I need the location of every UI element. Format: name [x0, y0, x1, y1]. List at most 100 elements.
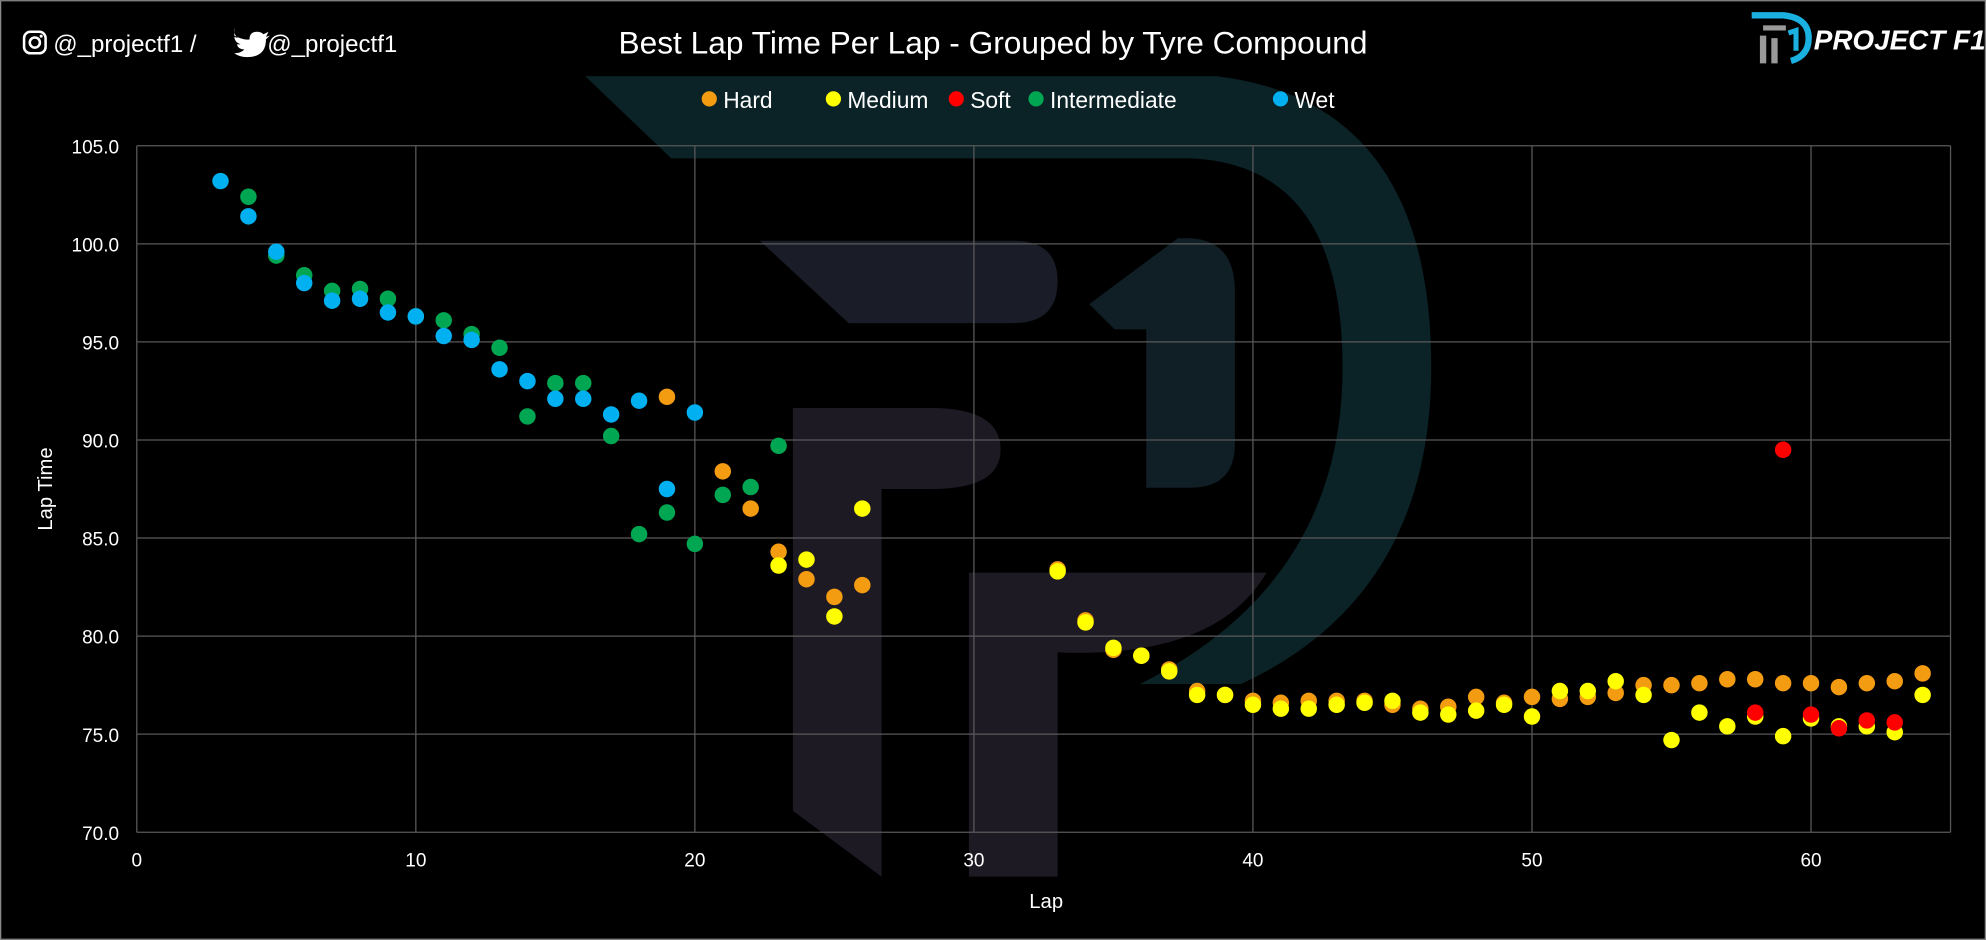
legend-marker — [1028, 91, 1044, 107]
x-tick-label: 50 — [1521, 850, 1542, 871]
y-tick-label: 85.0 — [82, 530, 119, 551]
wet-point — [351, 290, 369, 307]
x-tick-label: 10 — [405, 850, 426, 871]
legend-marker — [701, 91, 717, 107]
medium-point — [1635, 686, 1652, 704]
wet-point — [658, 480, 676, 498]
intermediate-point — [491, 339, 508, 357]
intermediate-point — [435, 312, 452, 329]
intermediate-point — [602, 427, 620, 445]
x-tick-label: 60 — [1800, 850, 1821, 871]
hard-point — [1774, 674, 1792, 692]
medium-point — [1384, 692, 1401, 710]
tick-labels: 70.0 75.0 80.0 85.0 90.0 95.0 100.0 105.0 0 10 20 3… — [72, 137, 1822, 871]
hard-point — [1858, 674, 1876, 692]
medium-point — [1579, 682, 1597, 700]
hard-point — [770, 543, 787, 560]
soft-point — [1886, 714, 1903, 731]
medium-point — [1719, 718, 1736, 735]
chart-title: Best Lap Time Per Lap - Grouped by Tyre … — [618, 24, 1367, 60]
x-tick-label: 0 — [132, 850, 143, 871]
medium-point — [1216, 686, 1234, 704]
hard-point — [1746, 671, 1764, 688]
medium-point — [1467, 702, 1485, 719]
intermediate-point — [630, 525, 648, 543]
hard-point — [854, 576, 871, 594]
medium-point — [1691, 704, 1708, 721]
y-tick-label: 70.0 — [82, 824, 119, 845]
soft-point — [1774, 441, 1792, 459]
x-axis-label: Lap — [1029, 891, 1063, 913]
hard-point — [1691, 674, 1708, 692]
medium-point — [1440, 706, 1457, 723]
hard-point — [714, 463, 732, 480]
medium-point — [798, 551, 815, 568]
medium-point — [826, 608, 843, 625]
hard-point — [1886, 672, 1903, 690]
instagram-icon — [22, 30, 47, 55]
hard-point — [1607, 684, 1624, 702]
wet-point — [686, 404, 704, 421]
twitter-handle: @_projectf1 — [267, 31, 397, 58]
medium-point — [1663, 731, 1680, 749]
wet-point — [519, 372, 536, 390]
wet-point — [575, 390, 592, 408]
medium-point — [1188, 686, 1206, 704]
intermediate-point — [714, 486, 732, 504]
medium-point — [1412, 704, 1429, 721]
soft-point — [1802, 706, 1820, 723]
wet-point — [323, 292, 341, 309]
hard-point — [742, 500, 759, 517]
y-tick-label: 100.0 — [72, 235, 120, 256]
medium-point — [1356, 694, 1373, 712]
medium-point — [1133, 647, 1150, 664]
hard-point — [1830, 678, 1848, 696]
logo-text: PROJECT F1 — [1814, 24, 1986, 55]
wet-point — [295, 274, 313, 292]
medium-point — [1774, 727, 1792, 745]
medium-point — [1244, 696, 1262, 713]
soft-point — [1830, 720, 1848, 737]
intermediate-point — [770, 437, 787, 455]
data-points — [212, 172, 1931, 749]
wet-point — [435, 327, 452, 345]
soft-point — [1746, 704, 1764, 721]
medium-point — [1607, 672, 1624, 690]
medium-point — [1328, 696, 1345, 713]
hard-point — [1802, 674, 1820, 692]
soft-point — [1858, 712, 1876, 729]
legend-marker — [825, 91, 842, 107]
medium-point — [854, 500, 871, 517]
y-tick-label: 80.0 — [82, 628, 119, 649]
hard-point — [1663, 676, 1680, 694]
hard-point — [798, 570, 815, 588]
intermediate-point — [379, 290, 397, 307]
wet-point — [491, 361, 508, 378]
wet-point — [240, 208, 257, 225]
intermediate-point — [742, 478, 759, 496]
legend-marker — [1272, 91, 1289, 107]
legend-item-medium: Medium — [825, 87, 928, 113]
y-tick-label: 90.0 — [82, 432, 119, 453]
series-wet — [212, 172, 704, 498]
y-tick-label: 95.0 — [82, 333, 119, 354]
legend-label: Intermediate — [1050, 87, 1177, 113]
x-tick-label: 30 — [963, 850, 984, 871]
medium-point — [1160, 663, 1178, 680]
wet-point — [379, 304, 397, 321]
legend-label: Soft — [970, 87, 1011, 113]
hard-point — [826, 588, 843, 606]
legend: Hard Medium Soft Intermediate Wet — [701, 87, 1335, 113]
x-tick-label: 40 — [1242, 850, 1263, 871]
hard-point — [1467, 688, 1485, 706]
x-tick-label: 20 — [684, 850, 705, 871]
legend-label: Wet — [1294, 87, 1335, 113]
legend-item-wet: Wet — [1272, 87, 1335, 113]
legend-marker — [948, 91, 964, 107]
hard-point — [658, 388, 676, 406]
medium-point — [1105, 639, 1122, 657]
y-tick-label: 105.0 — [72, 137, 120, 158]
medium-point — [1523, 708, 1541, 725]
hard-point — [1719, 671, 1736, 688]
wet-point — [547, 390, 564, 408]
